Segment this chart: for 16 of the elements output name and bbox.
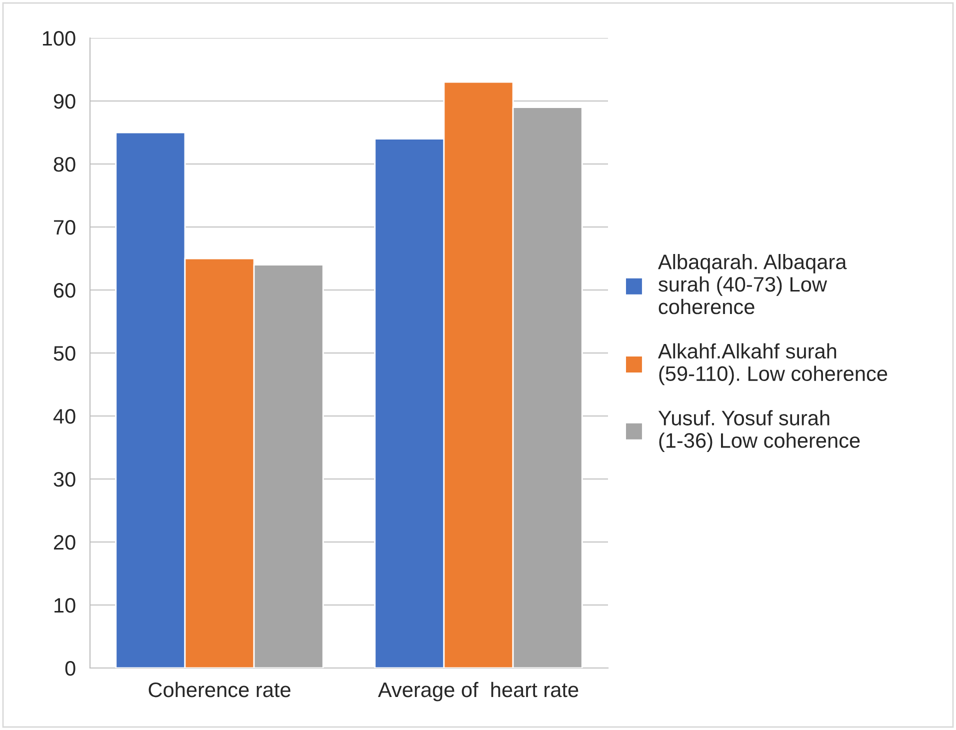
- y-tick-label: 10: [54, 598, 76, 613]
- y-tick-label: 100: [42, 31, 76, 46]
- y-tick-label: 60: [54, 283, 76, 298]
- y-tick-label: 30: [54, 472, 76, 487]
- legend-label: Yusuf. Yosuf surah (1-36) Low coherence: [658, 410, 860, 452]
- legend-label: Alkahf.Alkahf surah (59-110). Low coherence: [658, 343, 888, 386]
- y-tick-label: 40: [53, 409, 76, 424]
- x-tick-label: Coherence rate: [148, 682, 290, 698]
- y-tick-label: 90: [54, 94, 76, 109]
- y-tick-label: 0: [65, 661, 76, 676]
- y-tick-label: 20: [54, 535, 76, 550]
- x-tick-label: Average of heart rate: [378, 682, 578, 702]
- y-tick-label: 70: [54, 220, 76, 235]
- legend-label: Albaqarah. Albaqara surah (40-73) Low coherence: [658, 254, 847, 314]
- y-tick-label: 80: [54, 157, 76, 172]
- y-tick-label: 50: [54, 346, 76, 361]
